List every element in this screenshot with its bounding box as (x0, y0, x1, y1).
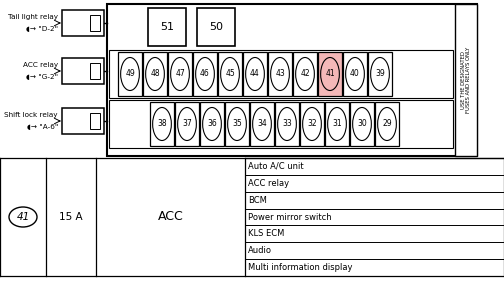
Text: Audio: Audio (248, 246, 272, 255)
Bar (109, 100, 453, 148)
Bar (375, 102, 399, 146)
Text: 15 A: 15 A (59, 212, 83, 222)
Bar (62, 58, 104, 84)
Text: 46: 46 (200, 69, 210, 78)
Ellipse shape (245, 58, 265, 90)
Text: 49: 49 (125, 69, 135, 78)
Text: 43: 43 (275, 69, 285, 78)
Bar (343, 52, 367, 96)
Text: 34: 34 (257, 119, 267, 128)
Bar (225, 102, 249, 146)
Bar (62, 108, 104, 134)
Bar (325, 102, 349, 146)
Bar (150, 102, 174, 146)
Ellipse shape (346, 58, 364, 90)
Text: 31: 31 (332, 119, 342, 128)
Text: 51: 51 (160, 22, 174, 32)
Text: 42: 42 (300, 69, 310, 78)
Bar (455, 4, 477, 156)
Bar (350, 102, 374, 146)
Ellipse shape (321, 58, 339, 90)
Ellipse shape (196, 58, 214, 90)
Ellipse shape (370, 58, 390, 90)
Bar (275, 102, 299, 146)
Text: 36: 36 (207, 119, 217, 128)
Bar (368, 52, 392, 96)
Text: 47: 47 (175, 69, 185, 78)
Bar (268, 52, 292, 96)
Bar (218, 52, 242, 96)
Ellipse shape (120, 58, 140, 90)
Text: Auto A/C unit: Auto A/C unit (248, 162, 303, 171)
Text: ◖→ "G-2": ◖→ "G-2" (26, 74, 58, 80)
Bar (243, 52, 267, 96)
Bar (293, 52, 317, 96)
Text: 37: 37 (182, 119, 192, 128)
Text: 33: 33 (282, 119, 292, 128)
Bar (250, 102, 274, 146)
Ellipse shape (146, 58, 164, 90)
Text: KLS ECM: KLS ECM (248, 229, 284, 238)
Ellipse shape (271, 58, 289, 90)
Text: 32: 32 (307, 119, 317, 128)
Text: ◖→ "D-2": ◖→ "D-2" (26, 26, 58, 32)
Bar (107, 4, 477, 156)
Bar (143, 52, 167, 96)
Ellipse shape (296, 58, 314, 90)
Text: 39: 39 (375, 69, 385, 78)
Text: 44: 44 (250, 69, 260, 78)
Text: 50: 50 (209, 22, 223, 32)
Text: BCM: BCM (248, 196, 267, 205)
Text: Tail light relay: Tail light relay (8, 14, 58, 20)
Bar (90, 113, 100, 129)
Ellipse shape (171, 58, 190, 90)
Bar (197, 8, 235, 46)
Bar (90, 15, 100, 31)
Text: 45: 45 (225, 69, 235, 78)
Bar (193, 52, 217, 96)
Bar (168, 52, 192, 96)
Bar (148, 8, 186, 46)
Text: 40: 40 (350, 69, 360, 78)
Text: ◖→ "A-6": ◖→ "A-6" (27, 124, 58, 130)
Bar (62, 10, 104, 36)
Bar (118, 52, 142, 96)
Text: 29: 29 (382, 119, 392, 128)
Text: ACC: ACC (158, 210, 183, 223)
Text: ACC relay: ACC relay (248, 179, 289, 188)
Text: 38: 38 (157, 119, 167, 128)
Bar (300, 102, 324, 146)
Bar (200, 102, 224, 146)
Text: ACC relay: ACC relay (23, 62, 58, 68)
Bar (90, 63, 100, 79)
Text: Multi information display: Multi information display (248, 263, 352, 272)
Bar (318, 52, 342, 96)
Text: 35: 35 (232, 119, 242, 128)
Bar (175, 102, 199, 146)
Text: 41: 41 (16, 212, 30, 222)
Ellipse shape (221, 58, 239, 90)
Text: 48: 48 (150, 69, 160, 78)
Text: 30: 30 (357, 119, 367, 128)
Text: USE THE DESIGNATED
FUSES AND RELAYS ONLY: USE THE DESIGNATED FUSES AND RELAYS ONLY (461, 47, 471, 113)
Text: 41: 41 (325, 69, 335, 78)
Text: Shift lock relay: Shift lock relay (5, 112, 58, 118)
Bar (109, 50, 453, 98)
Text: Power mirror switch: Power mirror switch (248, 212, 332, 221)
